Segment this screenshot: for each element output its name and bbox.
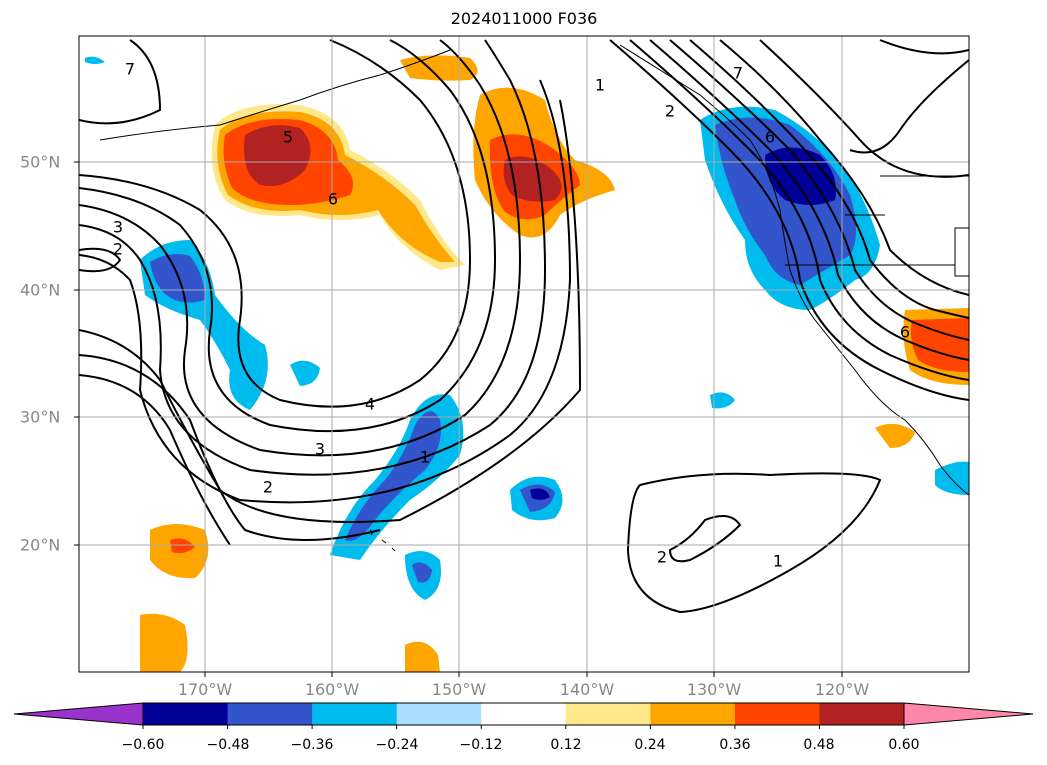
longitude-label: 120°W [814, 680, 870, 699]
colorbar-cell [227, 703, 313, 725]
contour-label: 1 [420, 448, 430, 467]
longitude-label: 130°W [686, 680, 742, 699]
colorbar-cell [819, 703, 905, 725]
contour-label-layer: 7 5 6 3 2 4 3 2 1 1 2 6 7 6 2 1 [113, 60, 910, 571]
colorbar-tick-label: −0.36 [290, 737, 334, 753]
longitude-label: 150°W [431, 680, 487, 699]
contour-label: 3 [315, 440, 325, 459]
colorbar-frame [142, 702, 905, 726]
colorbar-tick-label: 0.60 [888, 737, 920, 753]
colorbar-tick-label: −0.24 [375, 737, 419, 753]
colorbar-tick-label: 0.36 [719, 737, 751, 753]
contour-label: 2 [263, 478, 273, 497]
latitude-label: 40°N [20, 280, 61, 300]
contour-layer [79, 39, 969, 614]
colorbar-tick-label: −0.60 [121, 737, 165, 753]
contour-label: 5 [283, 128, 293, 147]
colorbar-tick-label: 0.48 [803, 737, 835, 753]
colorbar-cell [565, 703, 651, 725]
contour-label: 2 [113, 240, 123, 259]
contour-label: 6 [765, 128, 775, 147]
graticule [79, 36, 969, 672]
colorbar-cell [734, 703, 820, 725]
contour-label: 7 [125, 60, 135, 79]
map-frame [78, 35, 970, 673]
latitude-label: 30°N [20, 407, 61, 427]
colorbar-tick-label: 0.12 [550, 737, 582, 753]
colorbar-cell [143, 703, 229, 725]
colorbar-tick-label: −0.12 [459, 737, 503, 753]
colorbar-tick-label: 0.24 [634, 737, 666, 753]
coastline-layer [99, 44, 969, 552]
colorbar-tick-label: −0.48 [206, 737, 250, 753]
colorbar-extend-low [14, 703, 143, 725]
contour-label: 2 [657, 548, 667, 567]
colorbar-cell [650, 703, 736, 725]
colorbar-extend-high [904, 703, 1033, 725]
contour-label: 6 [328, 190, 338, 209]
longitude-label: 160°W [304, 680, 360, 699]
colorbar-cell [396, 703, 482, 725]
contour-label: 6 [900, 323, 910, 342]
latitude-label: 20°N [20, 535, 61, 555]
colorbar-cell [312, 703, 398, 725]
contour-label: 3 [113, 218, 123, 237]
contour-label: 1 [595, 76, 605, 95]
contour-label: 1 [773, 552, 783, 571]
contour-label: 7 [733, 64, 743, 83]
colorbar-cell [481, 703, 567, 725]
longitude-label: 140°W [559, 680, 615, 699]
contour-label: 4 [365, 395, 375, 414]
latitude-label: 50°N [20, 152, 61, 172]
colorbar-outline-ends [13, 702, 1034, 726]
contour-label: 2 [665, 102, 675, 121]
longitude-label: 170°W [177, 680, 233, 699]
map-title: 2024011000 F036 [450, 9, 598, 28]
axis-ticks [74, 161, 843, 677]
